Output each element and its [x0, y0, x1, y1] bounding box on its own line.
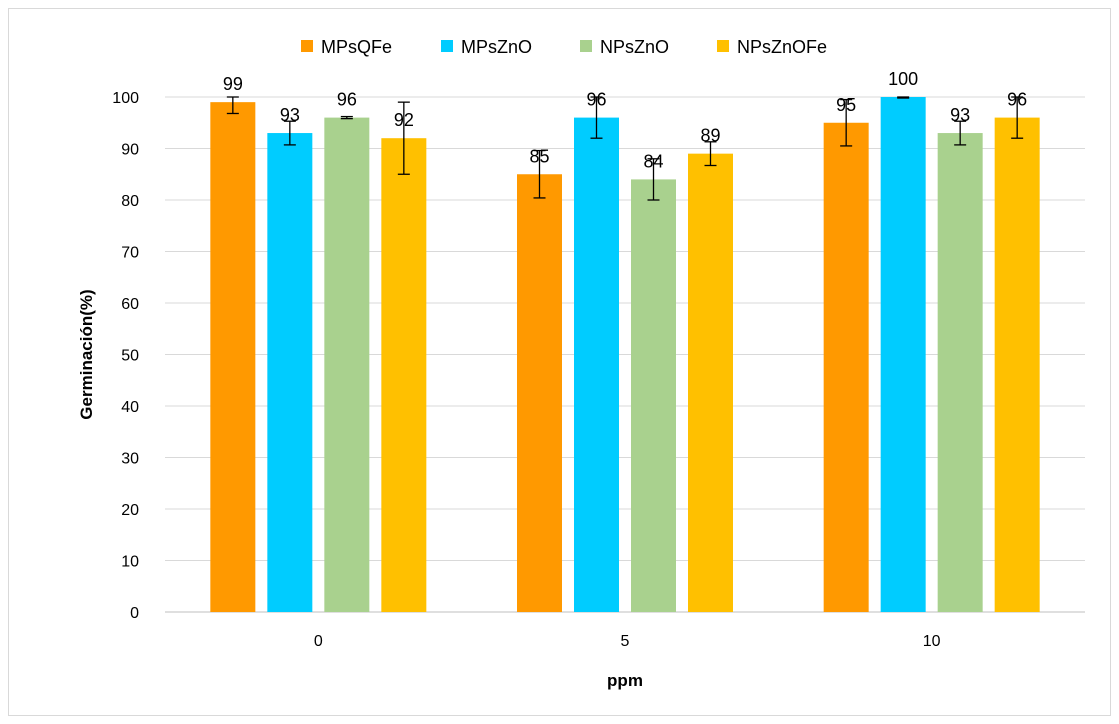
legend-swatch	[441, 40, 453, 52]
bar-MPsQFe-5	[517, 174, 562, 612]
legend-label: MPsQFe	[321, 37, 392, 57]
error-bars	[226, 96, 1024, 201]
data-labels: 99 93 96 92 85 96 84 89 95 100 93 96	[223, 69, 1027, 171]
y-tick-label: 20	[121, 502, 139, 519]
y-tick-label: 70	[121, 245, 139, 262]
data-label: 96	[586, 90, 606, 110]
data-label: 89	[700, 126, 720, 146]
gridlines	[165, 96, 1085, 613]
y-tick-label: 100	[112, 90, 139, 107]
bar-MPsQFe-10	[823, 122, 869, 612]
data-label: 100	[888, 69, 918, 89]
bar-NPsZnOFe-10	[994, 117, 1040, 612]
bar-NPsZnO-5	[631, 179, 676, 612]
y-tick-label: 90	[121, 142, 139, 159]
y-tick-label: 60	[121, 296, 139, 313]
y-axis-ticks: 0 10 20 30 40 50 60 70 80 90 100	[112, 90, 139, 622]
legend-label: MPsZnO	[461, 37, 532, 57]
bar-NPsZnO-10	[937, 133, 983, 613]
data-label: 93	[950, 105, 970, 125]
data-label: 93	[280, 105, 300, 125]
y-tick-label: 30	[121, 451, 139, 468]
bar-MPsQFe-0	[210, 102, 256, 613]
data-label: 96	[337, 90, 357, 110]
legend-swatch	[580, 40, 592, 52]
y-axis-title: Germinación(%)	[77, 289, 96, 419]
y-tick-label: 50	[121, 348, 139, 365]
legend-swatch	[301, 40, 313, 52]
x-tick-label: 5	[621, 633, 630, 650]
data-label: 84	[643, 151, 663, 171]
legend-label: NPsZnOFe	[737, 37, 827, 57]
bar-NPsZnOFe-5	[688, 153, 733, 612]
y-tick-label: 80	[121, 193, 139, 210]
y-tick-label: 40	[121, 399, 139, 416]
x-tick-label: 10	[923, 633, 941, 650]
bar-MPsZnO-10	[880, 97, 926, 612]
bars	[210, 97, 1040, 613]
data-label: 96	[1007, 90, 1027, 110]
bar-MPsZnO-5	[574, 117, 619, 612]
legend-label: NPsZnO	[600, 37, 669, 57]
bar-NPsZnO-0	[324, 117, 370, 612]
x-axis-title: ppm	[607, 671, 643, 690]
data-label: 92	[394, 110, 414, 130]
data-label: 95	[836, 95, 856, 115]
bar-NPsZnOFe-0	[381, 138, 427, 612]
y-tick-label: 10	[121, 554, 139, 571]
x-tick-label: 0	[314, 633, 323, 650]
data-label: 99	[223, 74, 243, 94]
y-tick-label: 0	[130, 605, 139, 622]
bar-MPsZnO-0	[267, 133, 313, 613]
data-label: 85	[529, 146, 549, 166]
x-axis-ticks: 0 5 10	[314, 633, 941, 650]
legend-swatch	[717, 40, 729, 52]
legend: MPsQFe MPsZnO NPsZnO NPsZnOFe	[301, 37, 827, 57]
